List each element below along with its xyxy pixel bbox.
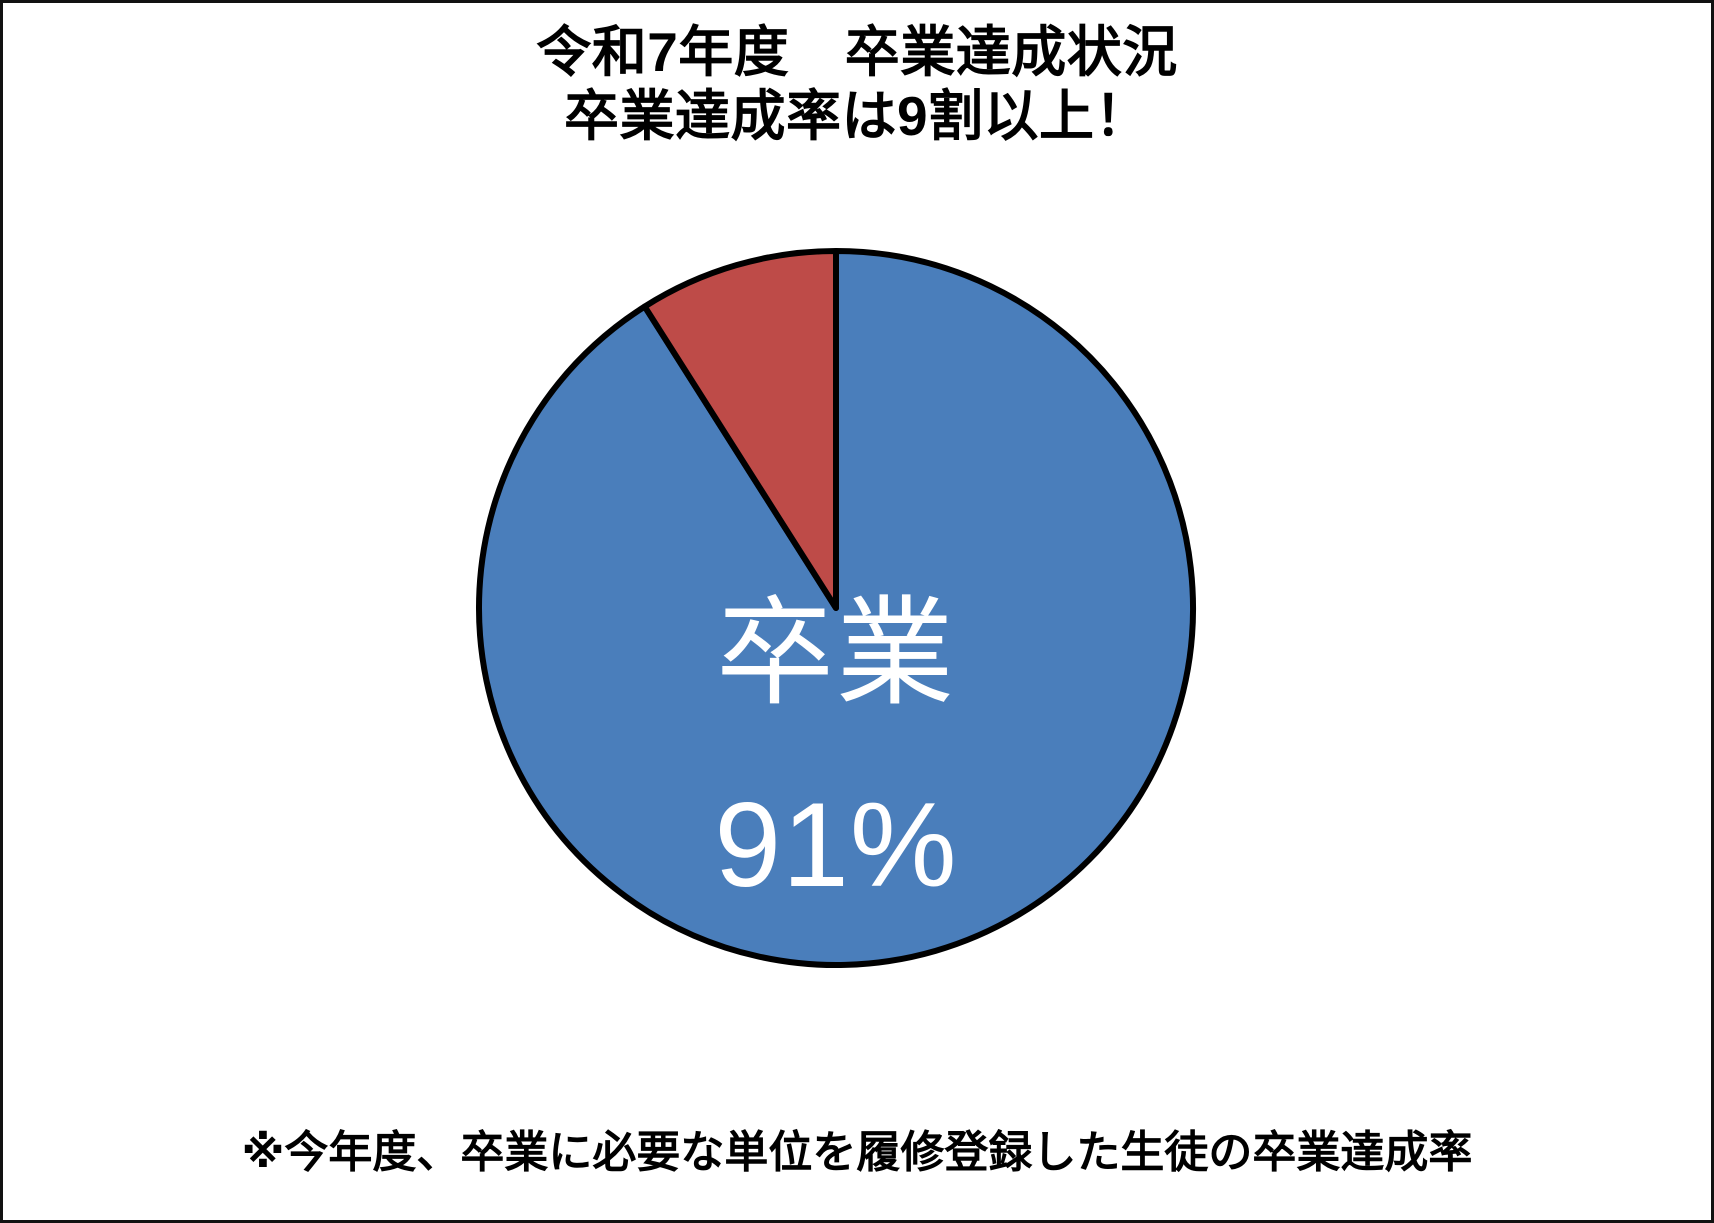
chart-title: 令和7年度 卒業達成状況 卒業達成率は9割以上！ (3, 21, 1711, 149)
pie-chart-svg (475, 248, 1196, 968)
chart-title-line-2: 卒業達成率は9割以上！ (563, 84, 1151, 147)
pie-chart (473, 245, 1199, 971)
pie-slice-other[interactable] (641, 248, 839, 611)
footnote-text: ※今年度、卒業に必要な単位を履修登録した生徒の卒業達成率 (241, 1128, 1473, 1177)
pie-slice-graduated[interactable] (475, 248, 1196, 968)
chart-title-line-1: 令和7年度 卒業達成状況 (536, 21, 1178, 83)
